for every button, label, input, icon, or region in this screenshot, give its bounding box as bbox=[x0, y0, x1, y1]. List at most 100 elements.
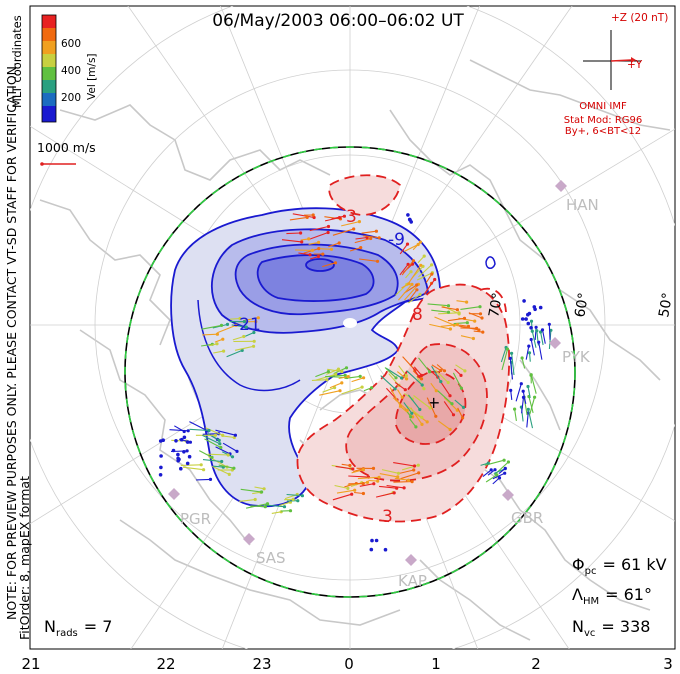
velocity-vector-origin bbox=[425, 420, 429, 424]
velocity-vector bbox=[385, 387, 398, 401]
velocity-vector-origin bbox=[208, 477, 213, 481]
velocity-vector-origin bbox=[361, 468, 365, 472]
velocity-scale-label: 1000 m/s bbox=[37, 140, 96, 155]
negative-cell-contour-extra bbox=[197, 299, 301, 392]
velocity-vector-origin bbox=[337, 241, 341, 245]
velocity-vector bbox=[315, 371, 329, 378]
velocity-vector bbox=[341, 386, 363, 395]
velocity-vector bbox=[437, 420, 451, 430]
positive-cell-top-lobe bbox=[328, 174, 401, 216]
velocity-vector-origin bbox=[418, 292, 422, 296]
velocity-vector-origin bbox=[508, 356, 512, 360]
velocity-vector bbox=[226, 349, 243, 358]
contour-label-pos-3-top: 3 bbox=[346, 207, 357, 227]
velocity-vector bbox=[413, 395, 431, 409]
velocity-vector bbox=[541, 329, 546, 344]
velocity-vector bbox=[482, 469, 492, 478]
velocity-vector-origin bbox=[362, 376, 366, 380]
velocity-vector-origin bbox=[503, 466, 507, 470]
velocity-vector-origin bbox=[415, 288, 419, 292]
velocity-vector-origin bbox=[400, 376, 404, 380]
velocity-vector bbox=[250, 505, 266, 508]
velocity-vector-origin bbox=[527, 344, 531, 348]
velocity-vector-origin bbox=[526, 407, 530, 411]
velocity-vector bbox=[319, 390, 341, 396]
velocity-vector-origin bbox=[218, 442, 222, 446]
velocity-vector-origin bbox=[416, 463, 420, 467]
velocity-vector-origin bbox=[321, 252, 325, 256]
low-velocity-dot bbox=[158, 473, 163, 477]
station-marker-han bbox=[555, 180, 567, 192]
velocity-vector-origin bbox=[457, 312, 461, 316]
velocity-vector-origin bbox=[329, 247, 334, 251]
low-velocity-dot bbox=[406, 213, 410, 217]
velocity-vector-origin bbox=[291, 497, 295, 501]
velocity-vector-origin bbox=[348, 463, 352, 468]
velocity-vector bbox=[406, 370, 423, 386]
fit-order-note: FitOrder: 8, mapEX format bbox=[17, 476, 32, 640]
velocity-vector-origin bbox=[351, 467, 355, 471]
velocity-vector-origin bbox=[417, 374, 421, 378]
velocity-vector-origin bbox=[455, 323, 459, 327]
velocity-vector-origin bbox=[215, 332, 219, 336]
imf-y-label: +Y bbox=[627, 59, 643, 71]
low-velocity-dot bbox=[179, 466, 183, 471]
velocity-vector-origin bbox=[419, 263, 423, 267]
velocity-vector bbox=[394, 381, 406, 391]
velocity-vector-origin bbox=[471, 336, 475, 341]
velocity-vector-origin bbox=[398, 404, 403, 408]
velocity-vector-origin bbox=[326, 230, 330, 235]
velocity-vector-origin bbox=[414, 425, 418, 429]
velocity-vector bbox=[202, 434, 221, 445]
velocity-vector-origin bbox=[406, 478, 411, 482]
velocity-vector-origin bbox=[434, 389, 438, 393]
velocity-vector-origin bbox=[412, 464, 417, 468]
velocity-vector bbox=[384, 367, 397, 379]
velocity-vector-origin bbox=[509, 388, 513, 392]
velocity-vector bbox=[254, 486, 265, 490]
station-label-pgr: PGR bbox=[180, 510, 211, 528]
velocity-vector-origin bbox=[539, 330, 543, 334]
velocity-vector bbox=[431, 364, 442, 371]
velocity-vector-origin bbox=[374, 229, 378, 233]
velocity-vector-origin bbox=[372, 482, 376, 486]
velocity-vector-origin bbox=[282, 505, 287, 509]
stat-hm-boundary-latitude: ΛHM = 61° bbox=[572, 585, 652, 607]
velocity-vector bbox=[401, 260, 414, 276]
velocity-vector-origin bbox=[219, 445, 223, 450]
velocity-vector bbox=[441, 305, 460, 315]
velocity-vector-origin bbox=[361, 482, 365, 486]
velocity-vector-origin bbox=[352, 227, 356, 231]
velocity-vector bbox=[529, 397, 536, 415]
low-velocity-dot bbox=[522, 299, 526, 303]
velocity-vector-origin bbox=[402, 486, 406, 490]
velocity-vector-origin bbox=[529, 337, 533, 342]
velocity-vector bbox=[540, 331, 544, 346]
velocity-vector bbox=[242, 317, 259, 322]
velocity-vector bbox=[202, 459, 222, 463]
velocity-vector bbox=[338, 376, 349, 380]
stat-cross-polar-potential: Φpc = 61 kV bbox=[572, 555, 667, 577]
velocity-vector bbox=[426, 367, 439, 378]
velocity-vector bbox=[511, 353, 515, 376]
velocity-vector bbox=[309, 225, 329, 232]
velocity-vector bbox=[521, 357, 526, 369]
contour-label-pos-8: 8 bbox=[412, 305, 423, 325]
velocity-vector-origin bbox=[359, 246, 363, 250]
velocity-vector-origin bbox=[461, 405, 466, 409]
velocity-vector-origin bbox=[240, 348, 244, 352]
velocity-vector bbox=[232, 335, 244, 341]
velocity-vector-origin bbox=[503, 471, 507, 475]
velocity-vector bbox=[427, 303, 449, 307]
velocity-vector bbox=[328, 242, 340, 248]
velocity-vector bbox=[315, 373, 336, 381]
velocity-vector bbox=[460, 306, 481, 310]
velocity-vector bbox=[514, 409, 517, 421]
velocity-vector bbox=[492, 472, 505, 480]
velocity-vector-origin bbox=[288, 509, 293, 513]
low-velocity-dot bbox=[185, 461, 190, 466]
velocity-vector bbox=[327, 368, 342, 373]
velocity-vector bbox=[169, 429, 189, 432]
low-velocity-dot bbox=[408, 218, 412, 222]
station-label-pyk: PYK bbox=[562, 348, 591, 366]
